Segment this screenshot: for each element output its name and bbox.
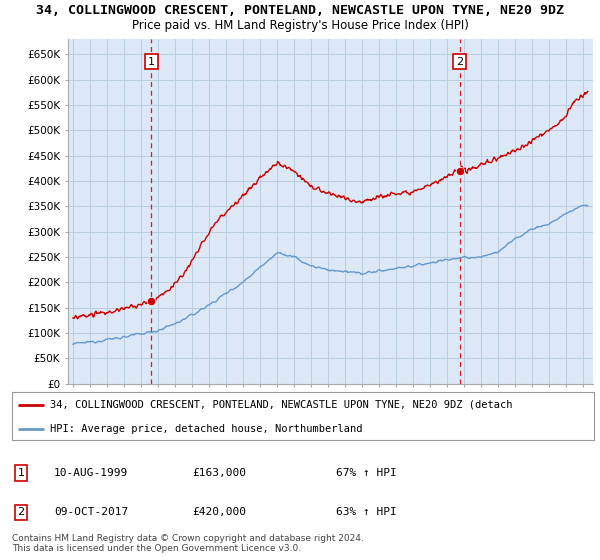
- Text: £163,000: £163,000: [192, 468, 246, 478]
- Text: 2: 2: [17, 507, 25, 517]
- Text: 2: 2: [456, 57, 463, 67]
- Text: Price paid vs. HM Land Registry's House Price Index (HPI): Price paid vs. HM Land Registry's House …: [131, 19, 469, 32]
- Text: 34, COLLINGWOOD CRESCENT, PONTELAND, NEWCASTLE UPON TYNE, NE20 9DZ: 34, COLLINGWOOD CRESCENT, PONTELAND, NEW…: [36, 4, 564, 17]
- Text: 63% ↑ HPI: 63% ↑ HPI: [336, 507, 397, 517]
- Text: 34, COLLINGWOOD CRESCENT, PONTELAND, NEWCASTLE UPON TYNE, NE20 9DZ (detach: 34, COLLINGWOOD CRESCENT, PONTELAND, NEW…: [50, 400, 512, 410]
- Text: Contains HM Land Registry data © Crown copyright and database right 2024.
This d: Contains HM Land Registry data © Crown c…: [12, 534, 364, 553]
- Text: 1: 1: [17, 468, 25, 478]
- Text: £420,000: £420,000: [192, 507, 246, 517]
- Text: 1: 1: [148, 57, 155, 67]
- Text: 09-OCT-2017: 09-OCT-2017: [54, 507, 128, 517]
- Text: HPI: Average price, detached house, Northumberland: HPI: Average price, detached house, Nort…: [50, 424, 362, 433]
- Text: 67% ↑ HPI: 67% ↑ HPI: [336, 468, 397, 478]
- Text: 10-AUG-1999: 10-AUG-1999: [54, 468, 128, 478]
